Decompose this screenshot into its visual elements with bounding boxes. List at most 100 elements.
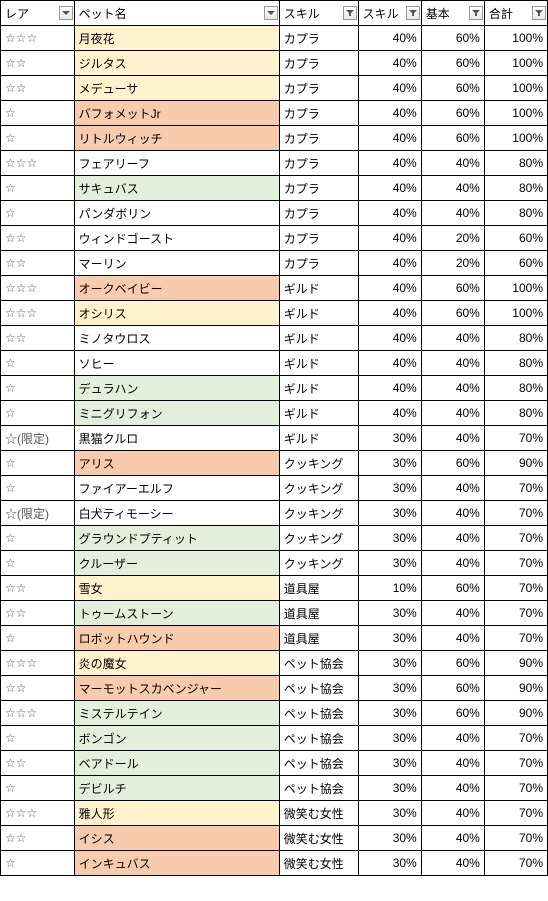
cell-skillv: 40% [358, 301, 421, 326]
cell-base: 40% [421, 776, 484, 801]
header-row: レア ペット名 スキル スキル 基本 合計 [1, 1, 548, 26]
cell-name: ミノタウロス [74, 326, 279, 351]
cell-base: 60% [421, 76, 484, 101]
cell-skillv: 40% [358, 176, 421, 201]
cell-name: ボンゴン [74, 726, 279, 751]
pet-table: レア ペット名 スキル スキル 基本 合計 ☆☆☆月夜花カプラ40%60%100… [0, 0, 548, 876]
table-row: ☆☆☆オシリスギルド40%60%100% [1, 301, 548, 326]
cell-rare: ☆☆ [1, 226, 75, 251]
cell-total: 70% [484, 726, 547, 751]
cell-skill: ペット協会 [279, 751, 358, 776]
cell-base: 40% [421, 526, 484, 551]
table-body: ☆☆☆月夜花カプラ40%60%100%☆☆ジルタスカプラ40%60%100%☆☆… [1, 26, 548, 876]
cell-skillv: 30% [358, 801, 421, 826]
table-row: ☆グラウンドプティットクッキング30%40%70% [1, 526, 548, 551]
cell-skillv: 30% [358, 701, 421, 726]
cell-total: 70% [484, 576, 547, 601]
table-row: ☆アリスクッキング30%60%90% [1, 451, 548, 476]
cell-skill: カプラ [279, 201, 358, 226]
header-skillv: スキル [358, 1, 421, 26]
header-skillv-label: スキル [363, 7, 399, 21]
filter-button-skill[interactable] [343, 6, 357, 20]
cell-name: 炎の魔女 [74, 651, 279, 676]
cell-skillv: 30% [358, 776, 421, 801]
table-row: ☆パンダボリンカプラ40%40%80% [1, 201, 548, 226]
cell-rare: ☆☆☆ [1, 701, 75, 726]
table-row: ☆☆☆月夜花カプラ40%60%100% [1, 26, 548, 51]
header-base: 基本 [421, 1, 484, 26]
cell-name: 雪女 [74, 576, 279, 601]
cell-name: 月夜花 [74, 26, 279, 51]
filter-button-total[interactable] [532, 6, 546, 20]
cell-skillv: 30% [358, 676, 421, 701]
cell-rare: ☆ [1, 476, 75, 501]
cell-skillv: 30% [358, 751, 421, 776]
cell-rare: ☆☆ [1, 601, 75, 626]
cell-name: マーリン [74, 251, 279, 276]
header-skill: スキル [279, 1, 358, 26]
cell-base: 60% [421, 701, 484, 726]
cell-total: 70% [484, 426, 547, 451]
cell-name: オシリス [74, 301, 279, 326]
cell-rare: ☆(限定) [1, 426, 75, 451]
cell-total: 80% [484, 376, 547, 401]
cell-base: 40% [421, 501, 484, 526]
cell-skill: カプラ [279, 101, 358, 126]
cell-skill: カプラ [279, 176, 358, 201]
cell-rare: ☆ [1, 551, 75, 576]
cell-name: パンダボリン [74, 201, 279, 226]
cell-skill: ペット協会 [279, 651, 358, 676]
cell-name: クルーザー [74, 551, 279, 576]
filter-button-name[interactable] [264, 6, 278, 20]
cell-total: 80% [484, 401, 547, 426]
filter-button-rare[interactable] [59, 6, 73, 20]
table-row: ☆☆☆フェアリーフカプラ40%40%80% [1, 151, 548, 176]
cell-name: ベアドール [74, 751, 279, 776]
cell-total: 90% [484, 676, 547, 701]
cell-skillv: 10% [358, 576, 421, 601]
cell-base: 60% [421, 576, 484, 601]
cell-total: 70% [484, 601, 547, 626]
filter-button-base[interactable] [469, 6, 483, 20]
cell-total: 100% [484, 126, 547, 151]
table-row: ☆デビルチペット協会30%40%70% [1, 776, 548, 801]
header-rare-label: レア [5, 7, 29, 21]
cell-skillv: 40% [358, 401, 421, 426]
cell-rare: ☆☆☆ [1, 801, 75, 826]
table-row: ☆インキュバス微笑む女性30%40%70% [1, 851, 548, 876]
cell-skill: ギルド [279, 401, 358, 426]
cell-total: 90% [484, 451, 547, 476]
table-row: ☆デュラハンギルド40%40%80% [1, 376, 548, 401]
cell-skill: クッキング [279, 451, 358, 476]
cell-skill: クッキング [279, 551, 358, 576]
cell-skillv: 30% [358, 526, 421, 551]
cell-name: マーモットスカベンジャー [74, 676, 279, 701]
cell-skillv: 40% [358, 251, 421, 276]
filter-button-skillv[interactable] [406, 6, 420, 20]
table-row: ☆☆ジルタスカプラ40%60%100% [1, 51, 548, 76]
cell-base: 60% [421, 101, 484, 126]
cell-rare: ☆ [1, 776, 75, 801]
cell-total: 100% [484, 276, 547, 301]
cell-skill: カプラ [279, 26, 358, 51]
table-row: ☆バフォメットJrカプラ40%60%100% [1, 101, 548, 126]
cell-rare: ☆(限定) [1, 501, 75, 526]
cell-name: ファイアーエルフ [74, 476, 279, 501]
cell-base: 60% [421, 126, 484, 151]
table-row: ☆☆☆炎の魔女ペット協会30%60%90% [1, 651, 548, 676]
table-row: ☆ロボットハウンド道具屋30%40%70% [1, 626, 548, 651]
cell-skill: クッキング [279, 501, 358, 526]
table-row: ☆☆イシス微笑む女性30%40%70% [1, 826, 548, 851]
cell-skillv: 30% [358, 451, 421, 476]
table-row: ☆☆ミノタウロスギルド40%40%80% [1, 326, 548, 351]
cell-skillv: 40% [358, 151, 421, 176]
cell-skillv: 40% [358, 101, 421, 126]
cell-rare: ☆ [1, 526, 75, 551]
cell-skill: ギルド [279, 351, 358, 376]
cell-skill: ギルド [279, 326, 358, 351]
table-row: ☆☆雪女道具屋10%60%70% [1, 576, 548, 601]
cell-total: 80% [484, 351, 547, 376]
header-name-label: ペット名 [79, 7, 127, 21]
table-row: ☆☆ベアドールペット協会30%40%70% [1, 751, 548, 776]
cell-rare: ☆☆☆ [1, 276, 75, 301]
